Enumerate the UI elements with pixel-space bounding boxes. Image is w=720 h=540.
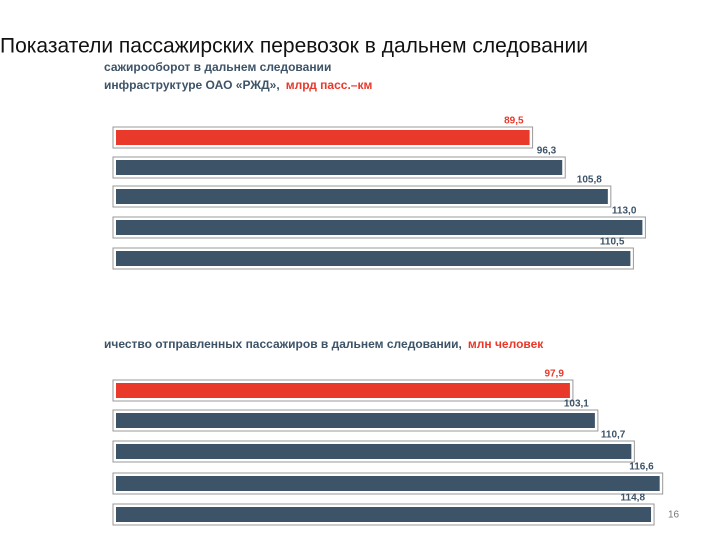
bar xyxy=(116,413,595,428)
bar xyxy=(116,160,563,175)
chart-title: ичество отправленных пассажиров в дальне… xyxy=(104,337,544,351)
value-label: 97,9 xyxy=(544,369,564,380)
value-label: 105,8 xyxy=(577,175,602,186)
chart-title-text: ичество отправленных пассажиров в дальне… xyxy=(104,337,462,351)
value-label: 96,3 xyxy=(537,146,557,157)
value-label: 103,1 xyxy=(564,399,589,410)
value-label: 116,6 xyxy=(629,462,654,473)
value-label: 114,8 xyxy=(621,493,646,504)
bar xyxy=(116,383,570,398)
chart-title: инфраструктуре ОАО «РЖД», млрд пасс.–км xyxy=(104,78,372,92)
chart-title-text: инфраструктуре ОАО «РЖД», xyxy=(104,78,280,92)
bar xyxy=(116,507,652,522)
value-label: 113,0 xyxy=(612,206,637,217)
bar xyxy=(116,444,632,459)
value-label: 110,5 xyxy=(600,237,625,248)
page-number: 16 xyxy=(668,510,680,521)
chart-unit: млрд пасс.–км xyxy=(286,78,373,92)
bar xyxy=(116,220,643,235)
value-label: 89,5 xyxy=(504,116,524,127)
bar xyxy=(116,476,660,491)
bar xyxy=(116,189,608,204)
bar xyxy=(116,130,530,145)
value-label: 110,7 xyxy=(601,430,626,441)
chart-unit: млн человек xyxy=(468,337,544,351)
chart-title: сажирооборот в дальнем следовании xyxy=(104,60,331,74)
slide-title: Показатели пассажирских перевозок в даль… xyxy=(0,35,588,58)
chart-title-text: сажирооборот в дальнем следовании xyxy=(104,60,331,74)
bar xyxy=(116,251,631,266)
